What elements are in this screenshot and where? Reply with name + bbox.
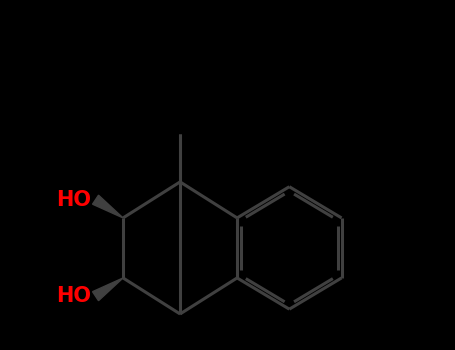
Polygon shape — [92, 195, 123, 218]
Text: HO: HO — [56, 190, 91, 210]
Polygon shape — [92, 278, 123, 301]
Text: HO: HO — [56, 286, 91, 306]
